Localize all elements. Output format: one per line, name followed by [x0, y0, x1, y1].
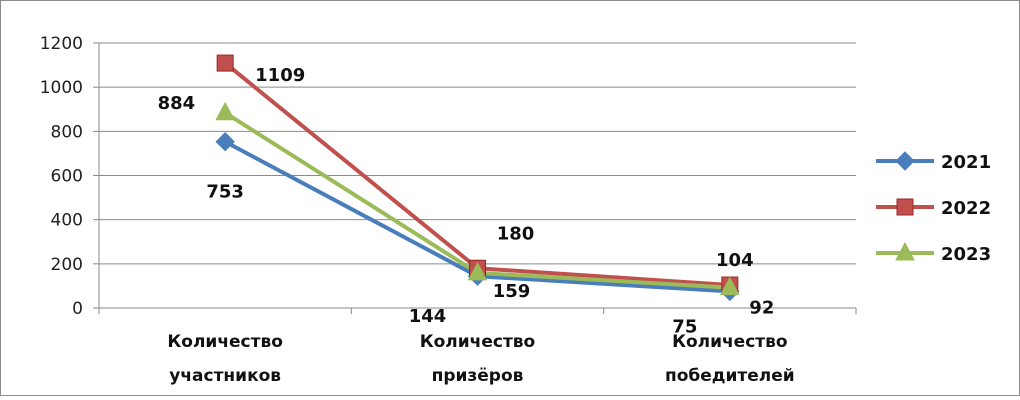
data-point-marker [467, 261, 488, 281]
x-category-label: Количество участников [167, 332, 283, 386]
data-label: 1109 [255, 65, 305, 86]
legend-label: 2021 [941, 152, 991, 173]
legend: 2021 2022 2023 [876, 151, 991, 265]
data-label: 92 [749, 298, 774, 319]
legend-marker [895, 151, 915, 171]
data-point-marker [215, 132, 235, 152]
data-label: 159 [493, 281, 531, 302]
data-label: 884 [158, 93, 196, 114]
y-axis-ticks: 0 200 400 600 800 1000 1200 [40, 34, 83, 319]
data-label: 753 [206, 182, 244, 203]
data-point-marker [215, 101, 235, 121]
series-line-2022 [223, 61, 730, 288]
y-tick-label: 0 [72, 299, 83, 319]
y-tick-label: 400 [51, 211, 83, 231]
x-category-label: Количество призёров [420, 332, 536, 386]
y-tick-label: 200 [51, 255, 83, 275]
x-axis-categories: Количество участников Количество призёров Ко… [167, 332, 794, 386]
legend-marker [896, 198, 914, 216]
legend-marker [895, 241, 915, 261]
data-point-marker [216, 54, 234, 72]
data-label: 144 [409, 306, 447, 327]
y-tick-label: 600 [51, 167, 83, 187]
legend-label: 2023 [941, 244, 991, 265]
y-tick-label: 800 [51, 122, 83, 142]
y-tick-label: 1200 [40, 34, 83, 54]
series-lines [223, 61, 730, 294]
gridlines [99, 42, 856, 265]
legend-label: 2022 [941, 198, 991, 219]
series-markers [215, 54, 740, 302]
x-category-label: Количество победителей [665, 332, 795, 386]
data-label: 75 [672, 316, 697, 337]
data-label: 180 [497, 223, 535, 244]
axes [93, 42, 857, 314]
data-point-marker [720, 276, 740, 296]
data-label: 104 [716, 250, 754, 271]
y-tick-label: 1000 [40, 78, 83, 98]
data-labels: 753 144 75 1109 180 104 884 159 92 [158, 65, 775, 337]
